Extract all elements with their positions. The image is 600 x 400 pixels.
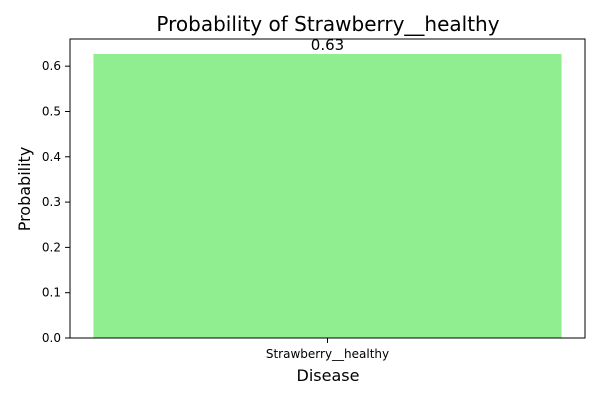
x-axis-label: Disease: [297, 366, 360, 385]
y-axis-label: Probability: [15, 147, 34, 232]
y-tick-label: 0.5: [42, 104, 61, 118]
y-tick-label: 0.4: [42, 150, 61, 164]
y-tick-label: 0.6: [42, 59, 61, 73]
y-tick-label: 0.0: [42, 331, 61, 345]
chart-title: Probability of Strawberry__healthy: [156, 12, 499, 36]
y-tick-label: 0.2: [42, 240, 61, 254]
bar-value-label: 0.63: [311, 36, 344, 54]
axes-frame: [69, 38, 586, 339]
bar: [93, 53, 562, 338]
y-tick-label: 0.1: [42, 286, 61, 300]
x-tick-label: Strawberry__healthy: [266, 347, 389, 361]
y-tick-label: 0.3: [42, 195, 61, 209]
plot-area: 0.63 Strawberry__healthy 0.0 0.1 0.2 0.3 0.4 0.…: [42, 36, 586, 361]
